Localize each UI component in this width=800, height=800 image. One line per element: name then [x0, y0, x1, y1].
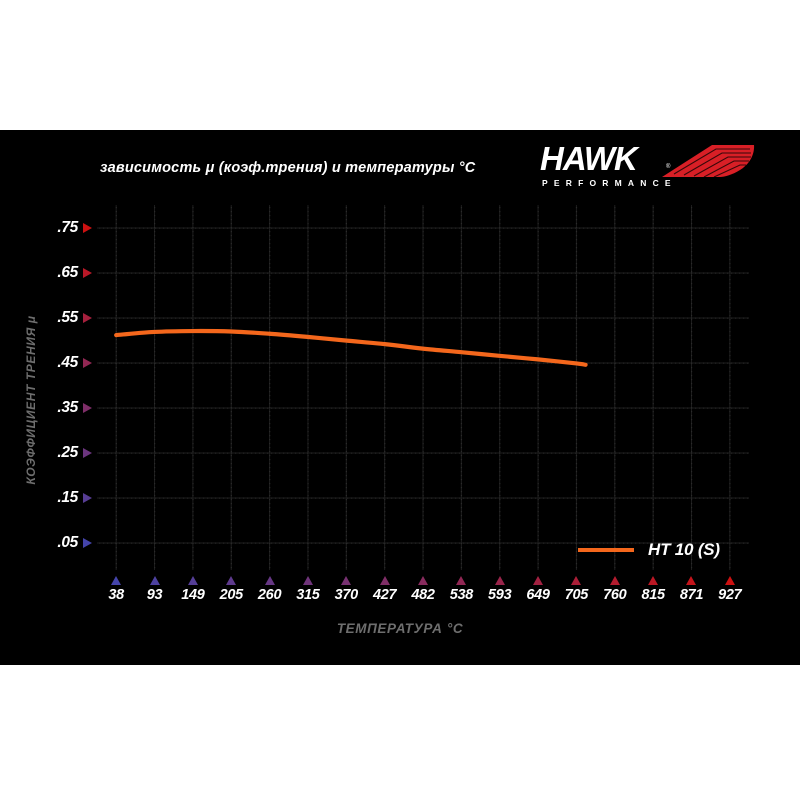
- x-axis-tick-arrow-icon: [149, 576, 160, 585]
- hawk-tagline: PERFORMANCE: [542, 178, 677, 188]
- hawk-wing-icon: [662, 145, 755, 177]
- chart-legend: HT 10 (S): [578, 540, 720, 560]
- x-axis-tick-label: 93: [146, 587, 163, 603]
- x-axis-tick: 370: [316, 576, 376, 603]
- y-axis-tick-label: .35: [57, 399, 78, 416]
- x-axis-tick: 93: [125, 576, 185, 603]
- y-axis-tick-label: .55: [57, 309, 78, 326]
- y-axis-tick: .55: [0, 309, 92, 327]
- x-axis-tick-arrow-icon: [648, 576, 659, 585]
- x-axis-tick-arrow-icon: [686, 576, 697, 585]
- y-axis-tick: .65: [0, 264, 92, 282]
- x-axis-tick-arrow-icon: [609, 576, 620, 585]
- x-axis-tick-label: 315: [296, 587, 320, 603]
- x-axis-tick-label: 927: [718, 587, 742, 603]
- x-axis-tick: 38: [86, 576, 146, 603]
- x-axis-tick: 649: [508, 576, 568, 603]
- x-axis-tick-arrow-icon: [494, 576, 505, 585]
- x-axis-tick: 705: [546, 576, 606, 603]
- x-axis-tick-label: 38: [108, 587, 124, 603]
- x-axis-tick-label: 149: [181, 587, 205, 603]
- x-axis-tick-label: 815: [641, 587, 665, 603]
- x-axis-tick: 927: [700, 576, 760, 603]
- x-axis-tick-arrow-icon: [302, 576, 313, 585]
- x-axis-tick-label: 260: [257, 587, 282, 603]
- y-axis-tick-arrow-icon: [83, 313, 92, 323]
- x-axis-tick-label: 871: [679, 587, 704, 603]
- x-axis-tick-arrow-icon: [379, 576, 390, 585]
- x-axis-tick-arrow-icon: [264, 576, 275, 585]
- x-axis-tick: 538: [431, 576, 491, 603]
- y-axis-tick: .25: [0, 444, 92, 462]
- plot-svg: [97, 205, 749, 570]
- x-axis-tick: 260: [240, 576, 300, 603]
- x-axis-tick-arrow-icon: [724, 576, 735, 585]
- x-axis-tick-arrow-icon: [111, 576, 122, 585]
- x-axis-tick: 427: [355, 576, 415, 603]
- y-axis-title: КОЭФФИЦИЕНТ ТРЕНИЯ μ: [24, 315, 38, 485]
- x-axis-tick-arrow-icon: [533, 576, 544, 585]
- y-axis-tick-label: .45: [57, 354, 78, 371]
- x-axis-tick-label: 705: [564, 587, 589, 603]
- x-axis-tick-arrow-icon: [418, 576, 428, 585]
- registered-trademark-icon: ®: [666, 164, 671, 170]
- y-axis-tick-label: .75: [57, 219, 78, 236]
- x-axis-tick: 315: [278, 576, 338, 603]
- y-axis-tick-arrow-icon: [83, 538, 92, 548]
- y-axis-tick-arrow-icon: [83, 358, 92, 368]
- x-axis-tick: 760: [585, 576, 645, 603]
- x-axis-tick-arrow-icon: [456, 576, 467, 585]
- x-axis-tick: 149: [163, 576, 223, 603]
- chart-title: зависимость μ (коэф.трения) и температур…: [100, 160, 476, 176]
- y-axis-tick-arrow-icon: [83, 403, 92, 413]
- x-axis-tick-label: 370: [334, 587, 359, 603]
- chart-panel: [0, 130, 800, 665]
- y-axis-tick: .75: [0, 219, 92, 237]
- hawk-performance-logo: HAWK ® PERFORMANCE: [540, 142, 755, 192]
- x-axis-tick-arrow-icon: [187, 576, 198, 585]
- x-axis-tick-label: 593: [488, 587, 512, 603]
- x-axis-tick-arrow-icon: [341, 576, 352, 585]
- y-axis-tick: .45: [0, 354, 92, 372]
- y-axis-tick-label: .65: [57, 264, 78, 281]
- x-axis-tick: 593: [470, 576, 530, 603]
- x-axis-tick: 205: [201, 576, 261, 603]
- x-axis-tick-label: 427: [372, 587, 397, 603]
- x-axis-tick-label: 205: [219, 587, 244, 603]
- x-axis-title: ТЕМПЕРАТУРА °C: [336, 621, 464, 636]
- y-axis-tick-arrow-icon: [83, 268, 92, 278]
- x-axis-tick-label: 649: [526, 587, 550, 603]
- y-axis-tick-label: .15: [57, 489, 78, 506]
- y-axis-tick: .05: [0, 534, 92, 552]
- x-axis-tick-label: 760: [603, 587, 627, 603]
- y-axis-tick: .35: [0, 399, 92, 417]
- legend-color-swatch: [578, 548, 634, 552]
- y-axis-tick: .15: [0, 489, 92, 507]
- hawk-wordmark: HAWK: [540, 140, 638, 177]
- series-line-ht-10-s: [114, 328, 588, 367]
- plot-area: [97, 205, 749, 570]
- x-axis-tick-label: 482: [411, 587, 435, 603]
- x-axis-tick-label: 538: [449, 587, 474, 603]
- y-axis-tick-arrow-icon: [83, 493, 92, 503]
- y-axis-tick-label: .25: [57, 444, 78, 461]
- y-axis-tick-label: .05: [57, 534, 78, 551]
- y-axis-tick-arrow-icon: [83, 223, 92, 233]
- x-axis-tick-arrow-icon: [226, 576, 237, 585]
- x-axis-tick: 482: [393, 576, 453, 603]
- x-axis-tick: 815: [623, 576, 683, 603]
- y-axis-tick-arrow-icon: [83, 448, 92, 458]
- legend-label: HT 10 (S): [648, 540, 720, 559]
- x-axis-tick-arrow-icon: [571, 576, 582, 585]
- x-axis-tick: 871: [661, 576, 721, 603]
